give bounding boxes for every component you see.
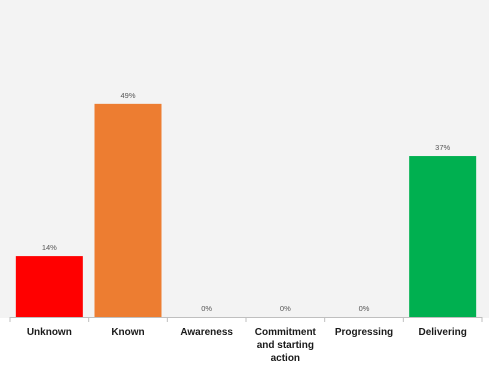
category-label: Awareness xyxy=(180,327,233,338)
category-label: Known xyxy=(111,327,144,338)
data-label: 14% xyxy=(42,243,57,252)
data-label: 49% xyxy=(120,91,135,100)
data-label: 0% xyxy=(280,304,291,313)
category-label: Progressing xyxy=(335,327,393,338)
category-label: Commitment and starting action xyxy=(255,327,317,364)
bar-delivering xyxy=(409,156,477,317)
data-label: 0% xyxy=(201,304,212,313)
category-label: Delivering xyxy=(418,327,466,338)
category-labels-group: Unknown Known Awareness Commitment and start… xyxy=(27,327,467,364)
x-axis-ticks-group xyxy=(9,317,483,322)
data-label: 37% xyxy=(435,143,450,152)
bar-known xyxy=(94,103,162,317)
data-label: 0% xyxy=(359,304,370,313)
data-labels-group: 14% 49% 0% 0% 0% 37% xyxy=(42,91,451,313)
bar-unknown xyxy=(15,256,83,317)
category-label: Unknown xyxy=(27,327,72,338)
bars-group xyxy=(15,103,477,317)
